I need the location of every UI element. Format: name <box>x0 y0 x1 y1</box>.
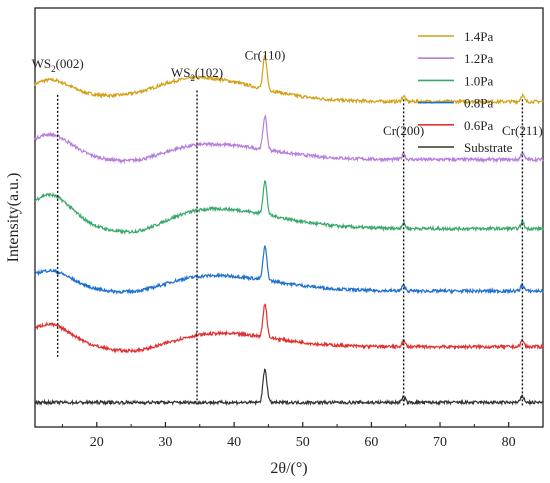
x-axis-label: 2θ/(°) <box>270 460 307 477</box>
y-axis-label: Intensity(a.u.) <box>5 173 22 263</box>
x-tick-label: 80 <box>502 435 516 450</box>
peak-label: Cr(110) <box>245 47 286 62</box>
legend: 1.4Pa 1.2Pa 1.0Pa 0.8Pa 0.6Pa Substrate <box>418 29 513 155</box>
peak-label: Cr(200) <box>383 123 424 138</box>
legend-label: 1.2Pa <box>464 51 493 66</box>
legend-label: 1.0Pa <box>464 73 493 88</box>
legend-label: 1.4Pa <box>464 29 493 44</box>
legend-label: Substrate <box>464 140 513 155</box>
series-line-substrate <box>34 368 544 407</box>
series-line-1-4pa <box>34 54 544 106</box>
series-line-0-6pa <box>34 303 544 354</box>
peak-label: WS2(102) <box>171 65 223 83</box>
plot-border <box>34 7 544 428</box>
peak-label: Cr(211) <box>502 123 543 138</box>
x-tick-label: 30 <box>158 435 172 450</box>
peak-label: WS2(002) <box>32 56 84 74</box>
x-tick-label: 70 <box>433 435 447 450</box>
x-tick-label: 60 <box>364 435 378 450</box>
series-line-1-0pa <box>34 180 544 235</box>
x-tick-label: 40 <box>227 435 241 450</box>
series-line-0-8pa <box>34 245 544 295</box>
series-line-1-2pa <box>34 113 544 165</box>
annotation-layer: WS2(002) WS2(102) Cr(110) Cr(200) Cr(211) <box>32 47 543 407</box>
x-ticks: 20 30 40 50 60 70 80 <box>61 422 516 450</box>
plot-frame <box>34 7 544 428</box>
legend-label: 0.6Pa <box>464 118 493 133</box>
series-layer <box>34 54 544 407</box>
x-tick-label: 20 <box>90 435 104 450</box>
x-tick-label: 50 <box>296 435 310 450</box>
legend-label: 0.8Pa <box>464 96 493 111</box>
